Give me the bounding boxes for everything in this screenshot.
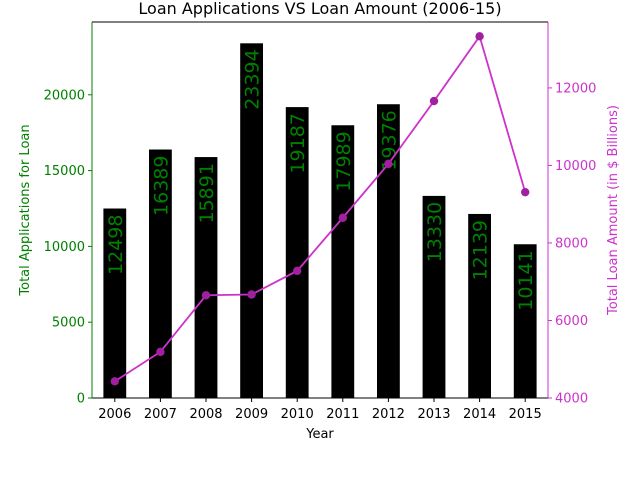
y-tick-label-left: 20000 bbox=[44, 88, 85, 103]
x-tick-label: 2006 bbox=[98, 407, 131, 422]
line-point bbox=[110, 377, 120, 386]
line-series bbox=[114, 34, 527, 383]
y-tick-label-left: 0 bbox=[77, 392, 85, 407]
x-tick-label: 2008 bbox=[189, 407, 222, 422]
chart-title: Loan Applications VS Loan Amount (2006-1… bbox=[138, 0, 501, 18]
line-point bbox=[475, 32, 484, 41]
line-point bbox=[201, 291, 211, 300]
bar bbox=[377, 104, 400, 399]
bar bbox=[331, 125, 355, 398]
line-point bbox=[338, 213, 347, 222]
bar bbox=[513, 244, 537, 398]
bar-value-label: 15891 bbox=[196, 163, 218, 223]
bar bbox=[149, 149, 172, 398]
y-tick-label-left: 10000 bbox=[44, 240, 85, 255]
y-tick-label-left: 5000 bbox=[52, 316, 85, 331]
line-point bbox=[247, 290, 256, 299]
bar-value-label: 16389 bbox=[150, 156, 172, 216]
bar bbox=[422, 195, 446, 398]
line-point bbox=[293, 266, 302, 276]
y-axis-label-right: Total Loan Amount (in $ Billions) bbox=[606, 105, 621, 316]
y-tick-label-right: 4000 bbox=[555, 392, 588, 407]
x-tick-label: 2007 bbox=[144, 407, 177, 422]
ticks-layer: 0 5000 10000 15000 20000 4000 6000 8000 10000 120… bbox=[44, 81, 597, 422]
bar-value-label: 10141 bbox=[515, 250, 537, 310]
bar-value-label: 12498 bbox=[105, 215, 127, 275]
line-point bbox=[156, 347, 165, 357]
bar bbox=[285, 107, 309, 399]
x-tick-label: 2015 bbox=[509, 407, 542, 422]
bar bbox=[468, 213, 491, 398]
bar-value-label: 13330 bbox=[424, 202, 446, 262]
x-tick-label: 2010 bbox=[281, 407, 314, 422]
bar bbox=[194, 157, 218, 398]
plot-frame bbox=[91, 21, 549, 399]
line-point bbox=[429, 96, 439, 106]
x-tick-label: 2011 bbox=[326, 407, 359, 422]
y-tick-label-left: 15000 bbox=[44, 164, 85, 179]
bar-value-label: 19187 bbox=[287, 113, 309, 173]
x-tick-label: 2013 bbox=[417, 407, 450, 422]
x-axis-label: Year bbox=[305, 427, 334, 442]
x-tick-label: 2009 bbox=[235, 407, 268, 422]
x-tick-label: 2014 bbox=[463, 407, 496, 422]
bar-value-label: 23394 bbox=[242, 49, 264, 109]
bar bbox=[240, 43, 263, 398]
line-point bbox=[521, 187, 530, 197]
y-tick-label-right: 10000 bbox=[555, 159, 596, 174]
bar-value-label: 12139 bbox=[470, 220, 492, 280]
y-tick-label-right: 6000 bbox=[555, 314, 588, 329]
line-point bbox=[384, 159, 393, 169]
bar-value-label: 17989 bbox=[333, 131, 355, 191]
y-tick-label-right: 8000 bbox=[555, 236, 588, 251]
line-layer bbox=[110, 32, 530, 386]
bar bbox=[103, 208, 127, 398]
x-tick-label: 2012 bbox=[372, 407, 405, 422]
y-tick-label-right: 12000 bbox=[555, 81, 596, 96]
y-axis-label-left: Total Applications for Loan bbox=[18, 124, 33, 296]
